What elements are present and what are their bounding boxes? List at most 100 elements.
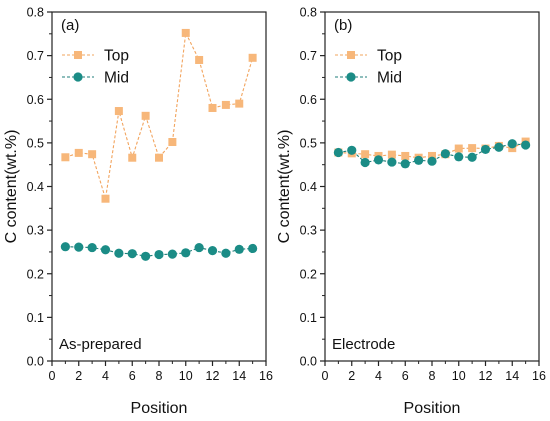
x-tick-label: 12: [206, 369, 220, 383]
y-tick-label: 0.7: [27, 49, 44, 63]
legend-label-mid: Mid: [104, 70, 129, 87]
chart-panel-a: 0 2 4 6 8 10 12 14 16 0.0 0.1 0.2 0.3 0.4 0.5 0.6 0.7 0.8…: [3, 6, 273, 418]
legend-marker-top: [74, 51, 82, 59]
y-tick-label: 0.5: [300, 136, 317, 150]
series-line-top: [65, 30, 254, 199]
data-point-mid: [414, 155, 424, 165]
data-point-mid: [480, 144, 491, 155]
data-point-mid: [141, 251, 151, 261]
data-point-mid: [207, 246, 218, 256]
y-tick-label: 0.6: [300, 93, 317, 107]
data-point-top: [114, 107, 123, 116]
y-tick-label: 0.2: [27, 267, 44, 281]
x-tick-label: 16: [532, 369, 546, 383]
panel-label: (a): [61, 17, 79, 34]
legend: Top Mid: [335, 48, 402, 87]
x-tick-label: 4: [102, 369, 109, 383]
y-tick-label: 0.3: [27, 224, 44, 238]
data-point-mid: [234, 244, 244, 254]
y-axis-title: C content(wt.%): [276, 130, 293, 244]
data-point-top: [181, 28, 190, 37]
x-axis-title: Position: [404, 400, 461, 417]
data-point-top: [61, 153, 70, 162]
y-tick-label: 0.6: [27, 93, 44, 107]
data-point-mid: [181, 248, 191, 258]
data-point-mid: [333, 147, 343, 158]
y-tick-label: 0.4: [300, 180, 317, 194]
panel-label: (b): [334, 17, 352, 34]
data-point-mid: [360, 157, 370, 168]
data-point-top: [401, 151, 410, 160]
data-point-mid: [467, 152, 477, 162]
y-tick-label: 0.2: [300, 267, 317, 281]
y-tick-label: 0.8: [27, 6, 44, 20]
data-point-mid: [114, 248, 124, 258]
data-point-mid: [221, 248, 231, 258]
y-tick-label: 0.3: [300, 224, 317, 238]
x-tick-label: 14: [505, 369, 519, 383]
data-point-mid: [494, 142, 504, 152]
x-tick-label: 10: [179, 369, 193, 383]
data-point-mid: [167, 249, 177, 259]
data-point-top: [235, 99, 244, 108]
data-point-top: [468, 144, 477, 153]
x-tick-label: 12: [479, 369, 493, 383]
data-point-top: [454, 144, 463, 153]
data-point-mid: [387, 157, 397, 167]
legend-marker-top: [347, 51, 355, 59]
x-tick-label: 2: [348, 369, 355, 383]
data-point-top: [74, 148, 83, 157]
x-tick-label: 8: [156, 369, 163, 383]
data-point-top: [221, 100, 230, 109]
data-point-mid: [427, 156, 437, 166]
series-mid: [60, 242, 258, 261]
legend-marker-mid: [73, 72, 83, 82]
x-tick-label: 6: [402, 369, 409, 383]
chart-panel-b: 0 2 4 6 8 10 12 14 16 0.0 0.1 0.2 0.3 0.4 0.5 0.6 0.7 0.8…: [276, 6, 546, 418]
legend-label-mid: Mid: [377, 70, 402, 87]
y-tick-label: 0.4: [27, 180, 44, 194]
x-tick-label: 0: [322, 369, 329, 383]
x-tick-label: 16: [259, 369, 273, 383]
panel-annotation: As-prepared: [59, 336, 142, 353]
data-point-top: [168, 138, 177, 147]
data-point-mid: [194, 242, 204, 253]
data-point-top: [428, 151, 436, 160]
data-point-top: [387, 150, 396, 159]
y-tick-label: 0.1: [300, 311, 317, 325]
data-point-mid: [507, 139, 517, 149]
y-tick-label: 0.5: [27, 136, 44, 150]
legend-label-top: Top: [377, 48, 402, 65]
legend: Top Mid: [62, 48, 129, 87]
legend-label-top: Top: [104, 48, 129, 65]
y-axis-title: C content(wt.%): [3, 130, 20, 244]
x-tick-label: 14: [232, 369, 246, 383]
data-point-mid: [127, 249, 137, 259]
data-point-mid: [154, 249, 164, 260]
x-tick-label: 4: [375, 369, 382, 383]
data-point-top: [248, 53, 257, 62]
data-point-mid: [454, 152, 464, 162]
plot-frame: [51, 11, 267, 362]
data-point-top: [195, 55, 204, 64]
y-tick-label: 0.7: [300, 49, 317, 63]
data-point-mid: [100, 245, 111, 255]
series-mid: [333, 139, 531, 169]
data-point-mid: [400, 159, 410, 169]
series-top: [61, 28, 257, 203]
y-tick-label: 0.8: [300, 6, 317, 20]
data-point-top: [88, 150, 97, 159]
data-point-mid: [74, 242, 84, 252]
series-line-top: [338, 141, 526, 159]
data-point-top: [361, 150, 370, 159]
data-point-mid: [87, 242, 97, 253]
y-tick-label: 0.1: [27, 311, 44, 325]
data-point-top: [141, 111, 150, 120]
x-tick-label: 6: [129, 369, 136, 383]
x-tick-label: 0: [49, 369, 56, 383]
data-point-top: [101, 194, 110, 203]
x-tick-label: 2: [75, 369, 82, 383]
data-point-mid: [440, 149, 450, 159]
x-tick-label: 8: [429, 369, 436, 383]
